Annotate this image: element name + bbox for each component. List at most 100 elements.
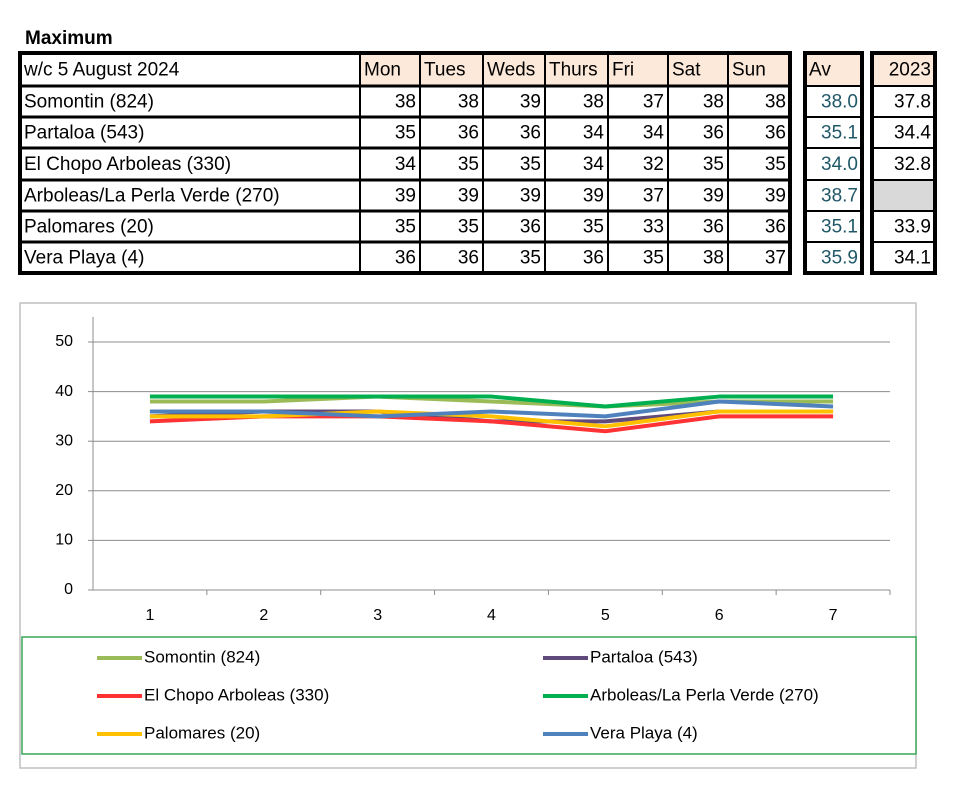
table-cell xyxy=(544,116,609,149)
x-tick-label: 3 xyxy=(373,607,382,624)
x-tick-label: 7 xyxy=(829,607,838,624)
cell-value: 39 xyxy=(703,186,724,207)
row-label: Arboleas/La Perla Verde (270) xyxy=(24,186,280,207)
cell-value: 33 xyxy=(643,217,664,238)
cell-value: 35 xyxy=(643,248,664,269)
column-header: Mon xyxy=(364,60,401,81)
x-tick-label: 1 xyxy=(145,607,154,624)
column-header: Tues xyxy=(424,60,466,81)
x-tick-label: 6 xyxy=(715,607,724,624)
cell-value: 39 xyxy=(765,186,786,207)
cell-value: 38.0 xyxy=(821,92,858,113)
row-label: Palomares (20) xyxy=(24,217,154,238)
cell-value: 38 xyxy=(765,92,786,113)
table-block-border xyxy=(870,51,937,275)
cell-value: 34 xyxy=(395,154,417,175)
y-tick-label: 20 xyxy=(55,482,73,499)
column-header: 2023 xyxy=(889,60,931,81)
x-tick-label: 5 xyxy=(601,607,610,624)
legend-label: Somontin (824) xyxy=(144,647,260,666)
table-cell xyxy=(871,52,936,87)
table-block-border xyxy=(803,51,864,275)
series-line xyxy=(149,394,834,409)
cell-value: 34.4 xyxy=(894,123,931,144)
legend-label: Arboleas/La Perla Verde (270) xyxy=(590,685,819,704)
cell-value: 35 xyxy=(703,154,724,175)
column-header: w/c 5 August 2024 xyxy=(23,60,180,81)
table-cell xyxy=(607,179,669,212)
row-label: Partaloa (543) xyxy=(24,123,144,144)
table-cell xyxy=(607,52,669,87)
column-header: Thurs xyxy=(549,60,598,81)
cell-value: 39 xyxy=(458,186,479,207)
cell-value: 35 xyxy=(395,123,416,144)
cell-value: 39 xyxy=(395,186,416,207)
table-cell xyxy=(482,147,546,181)
cell-value: 36 xyxy=(458,248,479,269)
cell-value: 36 xyxy=(520,217,541,238)
cell-value: 36 xyxy=(583,248,604,269)
table-cell xyxy=(544,241,609,274)
cell-value: 34.1 xyxy=(894,248,931,269)
table-cell xyxy=(667,116,729,149)
table-block-border xyxy=(18,51,792,275)
row-label: Vera Playa (4) xyxy=(24,248,144,269)
cell-value: 35 xyxy=(395,217,416,238)
cell-value: 38 xyxy=(458,92,479,113)
cell-value: 36 xyxy=(765,123,786,144)
cell-value: 36 xyxy=(395,248,416,269)
y-tick-label: 10 xyxy=(55,532,73,549)
y-tick-label: 0 xyxy=(64,581,73,598)
legend-box xyxy=(21,636,917,755)
column-header: Weds xyxy=(487,60,535,81)
cell-value: 36 xyxy=(703,217,724,238)
table-cell xyxy=(727,52,791,87)
table-cell xyxy=(871,210,936,243)
cell-value: 39 xyxy=(520,186,541,207)
cell-value: 34 xyxy=(583,154,605,175)
table-cell xyxy=(482,210,546,243)
column-header: Fri xyxy=(612,60,634,81)
column-header: Sat xyxy=(672,60,701,81)
table-cell xyxy=(667,241,729,274)
cell-value: 35 xyxy=(458,217,479,238)
x-tick-label: 4 xyxy=(487,607,496,624)
table-cell xyxy=(544,85,609,118)
cell-value: 36 xyxy=(765,217,786,238)
cell-value: 32 xyxy=(643,154,664,175)
cell-value: 38 xyxy=(703,248,724,269)
cell-value: 35 xyxy=(520,248,541,269)
y-tick-label: 30 xyxy=(55,432,73,449)
sheet-title: Maximum xyxy=(25,28,113,49)
legend-label: Vera Playa (4) xyxy=(590,723,698,742)
series-line xyxy=(149,409,834,429)
row-label: Somontin (824) xyxy=(24,92,154,113)
table-cell xyxy=(727,210,791,243)
cell-value: 39 xyxy=(520,92,541,113)
table-cell xyxy=(19,116,361,149)
table-cell xyxy=(667,85,729,118)
cell-value: 38 xyxy=(703,92,724,113)
cell-value: 38 xyxy=(583,92,604,113)
legend-label: Partaloa (543) xyxy=(590,647,698,666)
cell-value: 35 xyxy=(520,154,541,175)
table-cell xyxy=(419,210,484,243)
cell-value: 35.1 xyxy=(821,217,858,238)
cell-value: 34 xyxy=(583,123,605,144)
cell-value: 37.8 xyxy=(894,92,931,113)
table-cell xyxy=(871,179,936,212)
cell-value: 32.8 xyxy=(894,154,931,175)
column-header: Sun xyxy=(732,60,766,81)
cell-value: 35.9 xyxy=(821,248,858,269)
cell-value: 37 xyxy=(765,248,786,269)
series-line xyxy=(149,399,834,419)
legend-label: El Chopo Arboleas (330) xyxy=(144,685,329,704)
cell-value: 34.0 xyxy=(821,154,858,175)
x-tick-label: 2 xyxy=(259,607,268,624)
cell-value: 35 xyxy=(583,217,604,238)
column-header: Av xyxy=(809,60,831,81)
table-cell xyxy=(727,241,791,274)
cell-value: 39 xyxy=(583,186,604,207)
legend-label: Palomares (20) xyxy=(144,723,260,742)
